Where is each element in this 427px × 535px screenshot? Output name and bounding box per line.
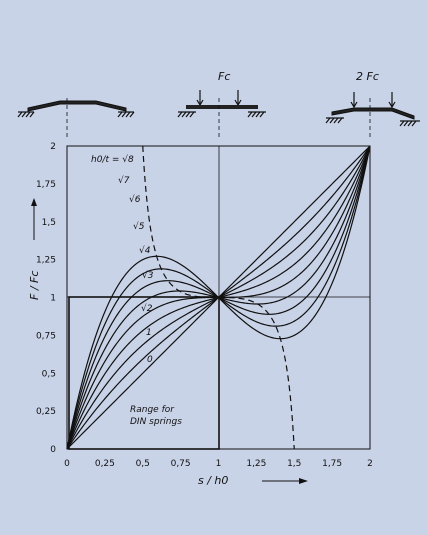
y-tick-label: 0: [50, 445, 56, 455]
curve-label-sqrt8: h0/t = √8: [91, 154, 134, 165]
x-tick-labels: 0 0,25 0,5 0,75 1 1,25 1,5 1,75 2: [64, 459, 373, 469]
x-tick-label: 2: [367, 459, 373, 469]
curve-label-sqrt6: √6: [129, 194, 141, 205]
y-tick-label: 0,5: [42, 369, 56, 379]
din-range-box: [68, 296, 220, 450]
dashed-envelope: [142, 145, 295, 450]
y-tick-label: 2: [50, 142, 56, 152]
curve-label-0: 0: [147, 355, 153, 365]
x-tick-label: 0: [64, 459, 70, 469]
x-tick-label: 1,5: [287, 459, 301, 469]
y-tick-label: 1: [50, 294, 56, 304]
x-tick-label: 1,25: [246, 459, 266, 469]
spring-sketch-2fc: 2 Fc: [325, 70, 420, 140]
curve-label-1: 1: [146, 328, 152, 338]
curve-label-sqrt4: √4: [139, 245, 151, 256]
y-axis-arrowhead: [31, 198, 37, 206]
range-note-line2: DIN springs: [130, 417, 182, 427]
y-tick-label: 0,25: [36, 407, 56, 417]
x-tick-label: 0,75: [171, 459, 191, 469]
curve-label-sqrt2: √2: [141, 303, 153, 314]
spring-sketch-unloaded: [17, 98, 135, 140]
curve-label-sqrt3: √3: [142, 270, 154, 281]
y-tick-label: 1,5: [42, 218, 56, 228]
y-tick-label: 0,75: [36, 331, 56, 341]
y-axis-title: F / Fc: [28, 271, 41, 300]
top-label-2fc: 2 Fc: [356, 70, 379, 83]
x-tick-label: 0,25: [95, 459, 115, 469]
x-axis-title: s / h0: [198, 474, 228, 487]
curve-label-sqrt7: √7: [118, 175, 130, 186]
top-label-fc: Fc: [218, 70, 230, 83]
x-tick-label: 0,5: [136, 459, 150, 469]
x-tick-label: 1: [216, 459, 222, 469]
y-tick-label: 1,75: [36, 180, 56, 190]
x-tick-label: 1,75: [322, 459, 342, 469]
curve-label-sqrt5: √5: [133, 221, 145, 232]
range-note-line1: Range for: [130, 405, 175, 415]
spring-sketch-fc: Fc: [177, 70, 266, 140]
x-axis-arrowhead: [299, 478, 308, 484]
y-tick-label: 1,25: [36, 256, 56, 266]
y-tick-labels: 0 0,25 0,5 0,75 1 1,25 1,5 1,75 2: [36, 142, 56, 455]
